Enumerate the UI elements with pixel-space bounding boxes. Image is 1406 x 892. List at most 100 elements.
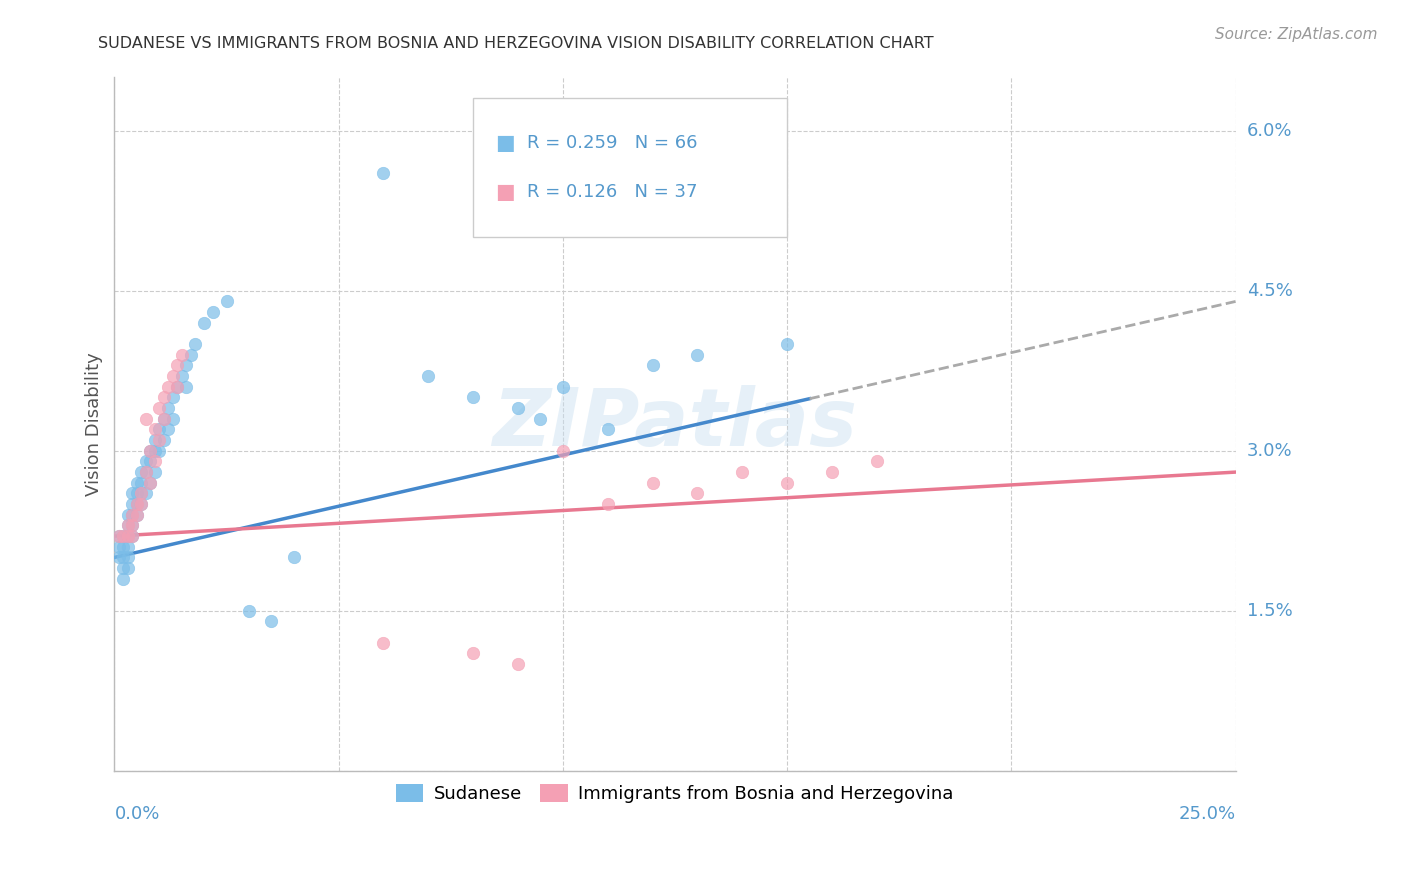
Point: [184, 337, 207, 351]
Point: [170, 348, 193, 362]
Point: [121, 508, 143, 522]
Point: [463, 391, 485, 405]
Point: [641, 359, 664, 373]
Point: [215, 294, 238, 309]
Text: 3.0%: 3.0%: [1247, 442, 1292, 459]
Point: [596, 422, 619, 436]
Point: [157, 422, 180, 436]
Point: [139, 443, 162, 458]
Point: [143, 422, 166, 436]
Point: [125, 508, 148, 522]
Point: [131, 497, 153, 511]
Point: [143, 433, 166, 447]
Point: [776, 475, 799, 490]
Point: [148, 422, 170, 436]
Point: [121, 529, 143, 543]
Point: [121, 497, 143, 511]
Point: [162, 411, 184, 425]
Point: [117, 518, 139, 533]
Point: [157, 380, 180, 394]
Point: [117, 529, 139, 543]
Point: [125, 497, 148, 511]
Point: [139, 475, 162, 490]
Text: ZIPatlas: ZIPatlas: [492, 385, 858, 463]
Point: [121, 518, 143, 533]
Point: [135, 454, 157, 468]
Point: [463, 647, 485, 661]
Point: [117, 540, 139, 554]
Point: [131, 486, 153, 500]
Point: [135, 465, 157, 479]
Point: [108, 529, 131, 543]
Point: [193, 316, 215, 330]
Point: [135, 486, 157, 500]
Text: R = 0.259   N = 66: R = 0.259 N = 66: [527, 135, 697, 153]
Point: [125, 486, 148, 500]
Legend: Sudanese, Immigrants from Bosnia and Herzegovina: Sudanese, Immigrants from Bosnia and Her…: [389, 776, 960, 810]
Point: [117, 529, 139, 543]
Text: 0.0%: 0.0%: [114, 805, 160, 823]
Point: [112, 550, 135, 565]
Point: [143, 443, 166, 458]
Text: R = 0.126   N = 37: R = 0.126 N = 37: [527, 183, 697, 201]
Point: [596, 497, 619, 511]
Point: [148, 443, 170, 458]
Text: 1.5%: 1.5%: [1247, 602, 1292, 620]
Point: [125, 508, 148, 522]
Point: [152, 411, 174, 425]
Point: [121, 518, 143, 533]
Text: 25.0%: 25.0%: [1178, 805, 1236, 823]
Point: [131, 465, 153, 479]
Point: [121, 486, 143, 500]
Point: [121, 529, 143, 543]
Point: [152, 411, 174, 425]
Point: [148, 401, 170, 416]
Point: [135, 465, 157, 479]
Point: [139, 454, 162, 468]
Point: [162, 391, 184, 405]
Text: ■: ■: [495, 133, 515, 153]
Point: [125, 497, 148, 511]
Point: [117, 561, 139, 575]
Point: [260, 615, 283, 629]
Point: [117, 518, 139, 533]
Point: [283, 550, 305, 565]
Point: [135, 411, 157, 425]
Point: [202, 305, 225, 319]
Text: 6.0%: 6.0%: [1247, 122, 1292, 140]
Point: [373, 636, 395, 650]
Point: [139, 443, 162, 458]
Point: [731, 465, 754, 479]
Point: [112, 561, 135, 575]
Point: [112, 529, 135, 543]
Point: [529, 411, 551, 425]
Point: [152, 433, 174, 447]
Point: [143, 454, 166, 468]
Point: [157, 401, 180, 416]
Point: [108, 540, 131, 554]
Point: [776, 337, 799, 351]
Point: [373, 166, 395, 180]
Point: [174, 359, 197, 373]
Point: [686, 486, 709, 500]
Point: [180, 348, 202, 362]
Point: [238, 604, 260, 618]
Point: [506, 401, 529, 416]
Text: Source: ZipAtlas.com: Source: ZipAtlas.com: [1215, 27, 1378, 42]
Point: [170, 369, 193, 384]
Point: [551, 443, 574, 458]
Point: [174, 380, 197, 394]
Point: [125, 475, 148, 490]
Point: [148, 433, 170, 447]
Text: ■: ■: [495, 182, 515, 202]
Point: [139, 475, 162, 490]
Point: [166, 380, 188, 394]
Point: [131, 475, 153, 490]
Point: [506, 657, 529, 671]
Point: [166, 380, 188, 394]
Point: [117, 550, 139, 565]
Point: [551, 380, 574, 394]
Text: SUDANESE VS IMMIGRANTS FROM BOSNIA AND HERZEGOVINA VISION DISABILITY CORRELATION: SUDANESE VS IMMIGRANTS FROM BOSNIA AND H…: [98, 36, 934, 51]
Point: [686, 348, 709, 362]
Point: [131, 486, 153, 500]
